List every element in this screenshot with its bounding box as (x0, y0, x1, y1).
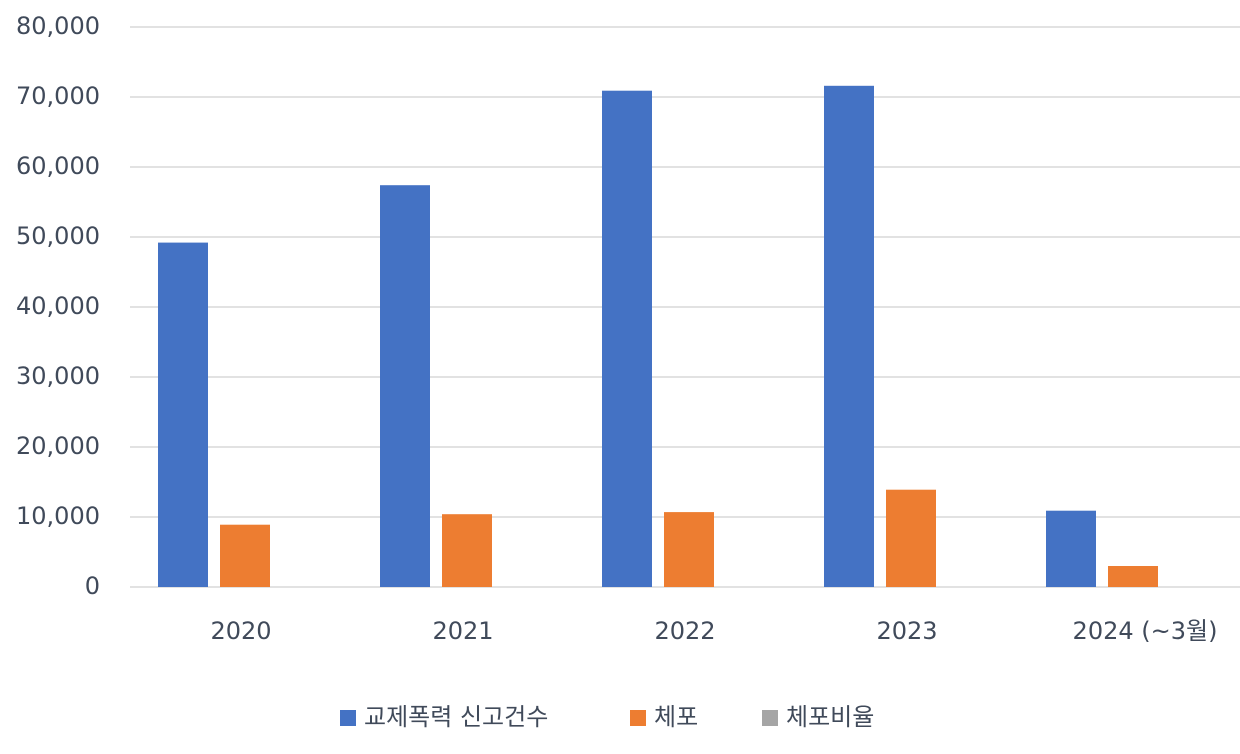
x-tick-label: 2022 (654, 617, 715, 645)
bar (1046, 510, 1096, 587)
x-tick-label: 2021 (432, 617, 493, 645)
bar (664, 512, 714, 587)
y-tick-label: 50,000 (16, 222, 100, 250)
y-tick-label: 60,000 (16, 152, 100, 180)
legend-swatch (630, 710, 646, 726)
bar (886, 489, 936, 587)
bar (220, 524, 270, 587)
y-tick-label: 10,000 (16, 502, 100, 530)
legend-label: 체포비율 (786, 703, 874, 731)
y-tick-label: 0 (85, 572, 100, 600)
bar (824, 85, 874, 588)
bar (158, 242, 208, 587)
y-tick-label: 20,000 (16, 432, 100, 460)
y-tick-label: 40,000 (16, 292, 100, 320)
bar (602, 90, 652, 587)
y-tick-label: 70,000 (16, 82, 100, 110)
x-tick-label: 2020 (210, 617, 271, 645)
legend-label: 체포 (654, 703, 698, 731)
x-tick-label: 2024 (~3월) (1073, 617, 1218, 645)
y-tick-label: 30,000 (16, 362, 100, 390)
legend-swatch (340, 710, 356, 726)
legend-label: 교제폭력 신고건수 (364, 703, 548, 731)
bar (1108, 566, 1158, 587)
bar (380, 185, 430, 587)
x-tick-label: 2023 (876, 617, 937, 645)
y-tick-label: 80,000 (16, 12, 100, 40)
bar (442, 514, 492, 587)
legend-swatch (762, 710, 778, 726)
